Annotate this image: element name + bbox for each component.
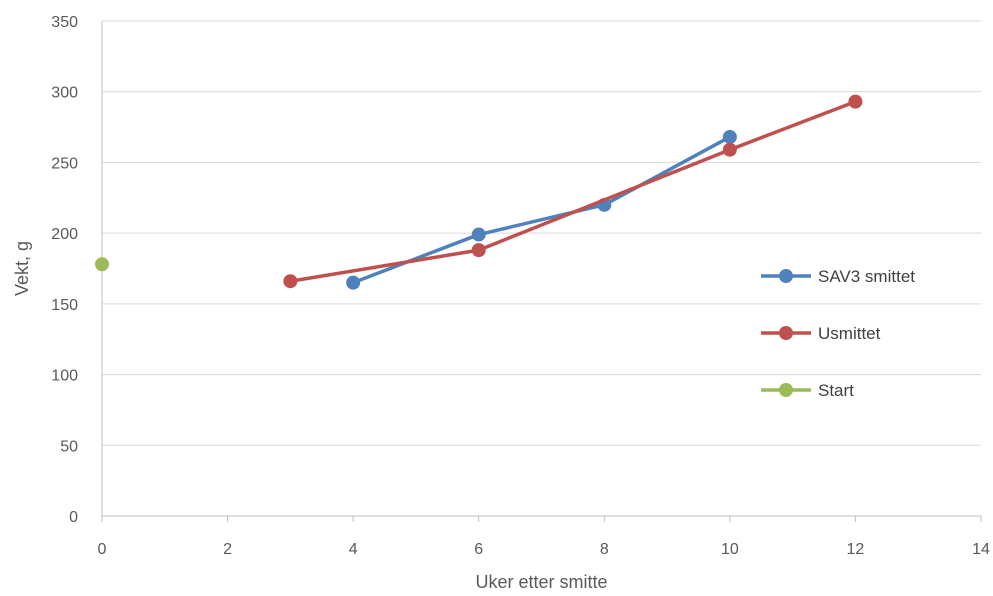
data-point	[95, 257, 109, 272]
y-tick-label: 300	[51, 85, 78, 102]
y-tick-label: 250	[51, 155, 78, 172]
series-line	[352, 135, 731, 285]
x-tick-label: 8	[600, 541, 609, 558]
gridlines	[102, 20, 981, 446]
y-tick-label: 0	[69, 509, 78, 526]
x-tick-label: 14	[972, 541, 990, 558]
legend-label: SAV3 smittet	[818, 267, 915, 286]
data-point	[722, 129, 737, 144]
series-2	[95, 257, 109, 272]
series-line	[290, 99, 857, 283]
series-0	[346, 129, 737, 290]
data-point	[471, 227, 486, 242]
x-tick-label: 0	[98, 541, 107, 558]
x-tick-label: 6	[474, 541, 483, 558]
x-tick-label: 12	[847, 541, 865, 558]
y-tick-label: 150	[51, 297, 78, 314]
data-point	[722, 142, 737, 157]
x-tick-label: 10	[721, 541, 739, 558]
x-tick-label: 2	[223, 541, 232, 558]
legend-label: Usmittet	[818, 324, 881, 343]
data-point	[471, 243, 486, 258]
legend-marker	[779, 326, 793, 340]
legend-item: SAV3 smittet	[761, 267, 915, 286]
data-point	[283, 274, 298, 289]
y-tick-label: 50	[60, 438, 78, 455]
y-tick-labels: 0 50 100 150 200 250 300 350	[51, 14, 78, 526]
y-tick-label: 100	[51, 368, 78, 385]
y-axis-title: Vekt, g	[12, 241, 32, 296]
legend-item: Start	[761, 381, 854, 400]
x-tick-label: 4	[349, 541, 358, 558]
legend-label: Start	[818, 381, 854, 400]
series-group	[95, 94, 863, 290]
legend-item: Usmittet	[761, 324, 881, 343]
y-tick-label: 200	[51, 226, 78, 243]
legend-marker	[779, 383, 793, 397]
x-tick-labels: 0 2 4 6 8 10 12 14	[98, 541, 990, 558]
legend: SAV3 smittet Usmittet Start	[761, 267, 915, 400]
data-point	[848, 94, 863, 109]
legend-marker	[779, 269, 793, 283]
x-axis-title: Uker etter smitte	[475, 572, 607, 592]
series-1	[283, 94, 863, 289]
data-point	[346, 275, 361, 290]
y-tick-label: 350	[51, 14, 78, 31]
